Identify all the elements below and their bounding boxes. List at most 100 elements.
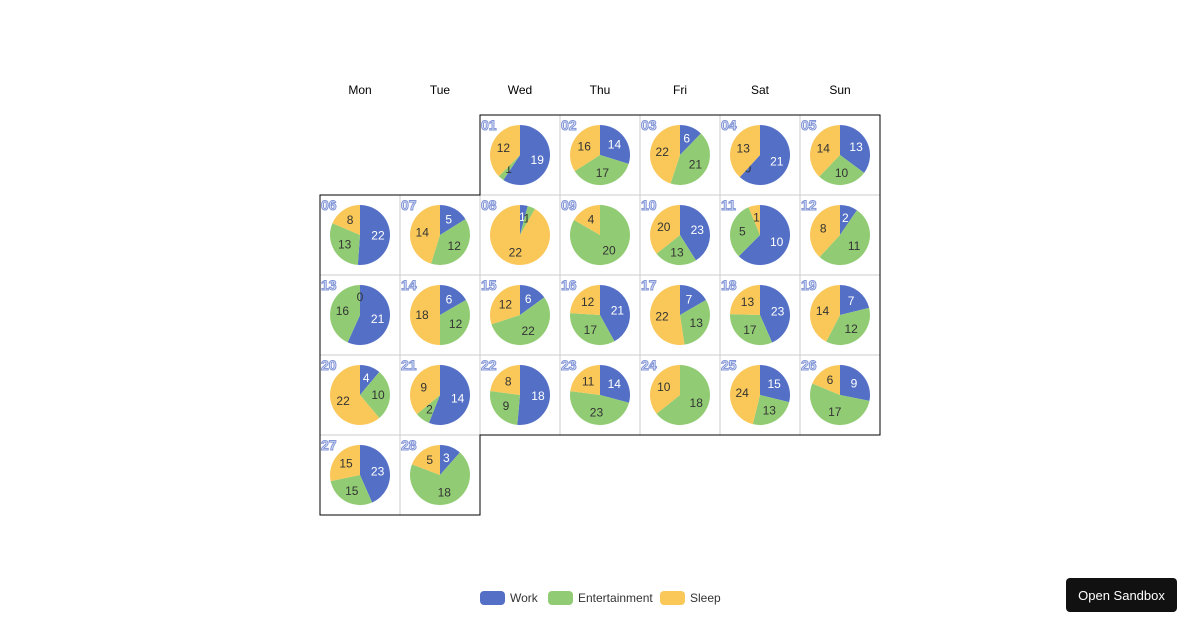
pie-label: 13 bbox=[338, 237, 352, 251]
pie-label: 6 bbox=[827, 373, 834, 387]
pie-label: 10 bbox=[770, 235, 784, 249]
day-number: 03 bbox=[641, 117, 657, 133]
weekday-label: Mon bbox=[348, 83, 371, 97]
pie-label: 21 bbox=[770, 155, 784, 169]
pie-label: 5 bbox=[426, 453, 433, 467]
pie-slice-sleep bbox=[330, 365, 380, 425]
pie-label: 23 bbox=[771, 304, 785, 318]
pie-label: 20 bbox=[602, 244, 616, 258]
pie-label: 12 bbox=[449, 317, 463, 331]
legend-label: Sleep bbox=[690, 591, 721, 605]
pie-slice-work bbox=[600, 125, 630, 164]
pie-label: 21 bbox=[611, 304, 625, 318]
legend-swatch-work bbox=[480, 591, 505, 605]
day-number: 16 bbox=[561, 277, 577, 293]
day-number: 17 bbox=[641, 277, 657, 293]
pie-label: 9 bbox=[503, 399, 510, 413]
pie-label: 8 bbox=[820, 221, 827, 235]
pie-label: 17 bbox=[584, 323, 598, 337]
pie-label: 22 bbox=[656, 145, 670, 159]
pie-slice-sleep bbox=[570, 285, 600, 315]
day-number: 14 bbox=[401, 277, 417, 293]
pie-slice-work bbox=[840, 125, 871, 173]
pie-label: 13 bbox=[741, 295, 755, 309]
pie-label: 11 bbox=[848, 239, 861, 253]
pie-slice-work bbox=[840, 365, 871, 401]
day-number: 15 bbox=[481, 277, 497, 293]
day-number: 18 bbox=[721, 277, 737, 293]
day-number: 22 bbox=[481, 357, 497, 373]
pie-label: 4 bbox=[588, 212, 595, 226]
pie-slice-sleep bbox=[490, 205, 550, 265]
pie-slice-sleep bbox=[650, 365, 680, 414]
day-number: 11 bbox=[721, 197, 736, 213]
day-number: 05 bbox=[801, 117, 817, 133]
day-number: 26 bbox=[801, 357, 817, 373]
pie-slice-entertainment bbox=[410, 452, 471, 506]
pie-slice-work bbox=[360, 445, 391, 503]
pie-label: 2 bbox=[842, 211, 849, 225]
day-number: 08 bbox=[481, 197, 497, 213]
pie-label: 13 bbox=[690, 316, 704, 330]
pie-label: 9 bbox=[420, 380, 427, 394]
pie-slice-entertainment bbox=[490, 390, 520, 425]
weekday-label: Wed bbox=[508, 83, 532, 97]
pie-label: 22 bbox=[521, 324, 535, 338]
pie-label: 21 bbox=[371, 312, 385, 326]
pie-slice-work bbox=[520, 205, 528, 235]
pie-label: 0 bbox=[745, 161, 752, 175]
pie-slice-work bbox=[517, 365, 550, 425]
pie-slice-work bbox=[840, 205, 857, 235]
pie-label: 18 bbox=[531, 389, 545, 403]
pie-label: 7 bbox=[848, 294, 855, 308]
pie-slice-work bbox=[440, 285, 466, 315]
pie-label: 18 bbox=[690, 396, 704, 410]
day-number: 01 bbox=[481, 117, 497, 133]
legend-swatch-entertainment bbox=[548, 591, 573, 605]
pie-slice-work bbox=[760, 365, 790, 403]
pie-label: 23 bbox=[691, 223, 705, 237]
pie-slice-sleep bbox=[490, 285, 520, 325]
pie-slice-entertainment bbox=[656, 235, 696, 265]
pie-slice-entertainment bbox=[570, 313, 615, 346]
pie-label: 10 bbox=[371, 388, 385, 402]
pie-slice-entertainment bbox=[431, 219, 470, 265]
pie-slice-sleep bbox=[650, 125, 680, 184]
pie-slice-sleep bbox=[330, 445, 360, 482]
pie-slice-sleep bbox=[810, 285, 840, 342]
legend-label: Work bbox=[510, 591, 538, 605]
pie-label: 11 bbox=[582, 374, 595, 388]
day-number: 24 bbox=[641, 357, 657, 373]
pie-label: 13 bbox=[849, 140, 863, 154]
pie-slice-sleep bbox=[410, 285, 440, 345]
pie-slice-sleep bbox=[490, 365, 520, 395]
pie-slice-sleep bbox=[410, 365, 440, 415]
pie-slice-work bbox=[738, 205, 791, 265]
day-number: 07 bbox=[401, 197, 417, 213]
weekday-label: Sun bbox=[829, 83, 850, 97]
pie-slice-sleep bbox=[748, 205, 760, 235]
legend-item-entertainment[interactable]: Entertainment bbox=[548, 591, 653, 605]
pie-slice-work bbox=[739, 125, 791, 185]
pie-label: 6 bbox=[683, 131, 690, 145]
pie-label: 18 bbox=[438, 485, 452, 499]
legend-swatch-sleep bbox=[660, 591, 685, 605]
legend-item-sleep[interactable]: Sleep bbox=[660, 591, 721, 605]
pie-label: 15 bbox=[345, 484, 359, 498]
pie-label: 7 bbox=[686, 292, 693, 306]
day-number: 09 bbox=[561, 197, 577, 213]
pie-label: 22 bbox=[655, 309, 669, 323]
pie-label: 12 bbox=[448, 239, 462, 253]
pie-label: 20 bbox=[657, 220, 671, 234]
pie-slice-sleep bbox=[812, 365, 840, 395]
pie-label: 5 bbox=[445, 212, 452, 226]
open-sandbox-button[interactable]: Open Sandbox bbox=[1066, 578, 1177, 612]
pie-slice-sleep bbox=[332, 204, 360, 235]
pie-slice-entertainment bbox=[491, 297, 550, 345]
pie-label: 18 bbox=[415, 308, 429, 322]
pie-slice-sleep bbox=[574, 205, 600, 235]
legend-item-work[interactable]: Work bbox=[480, 591, 538, 605]
pie-label: 5 bbox=[739, 224, 746, 238]
pie-slice-entertainment bbox=[520, 206, 535, 235]
pie-label: 1 bbox=[505, 162, 512, 176]
